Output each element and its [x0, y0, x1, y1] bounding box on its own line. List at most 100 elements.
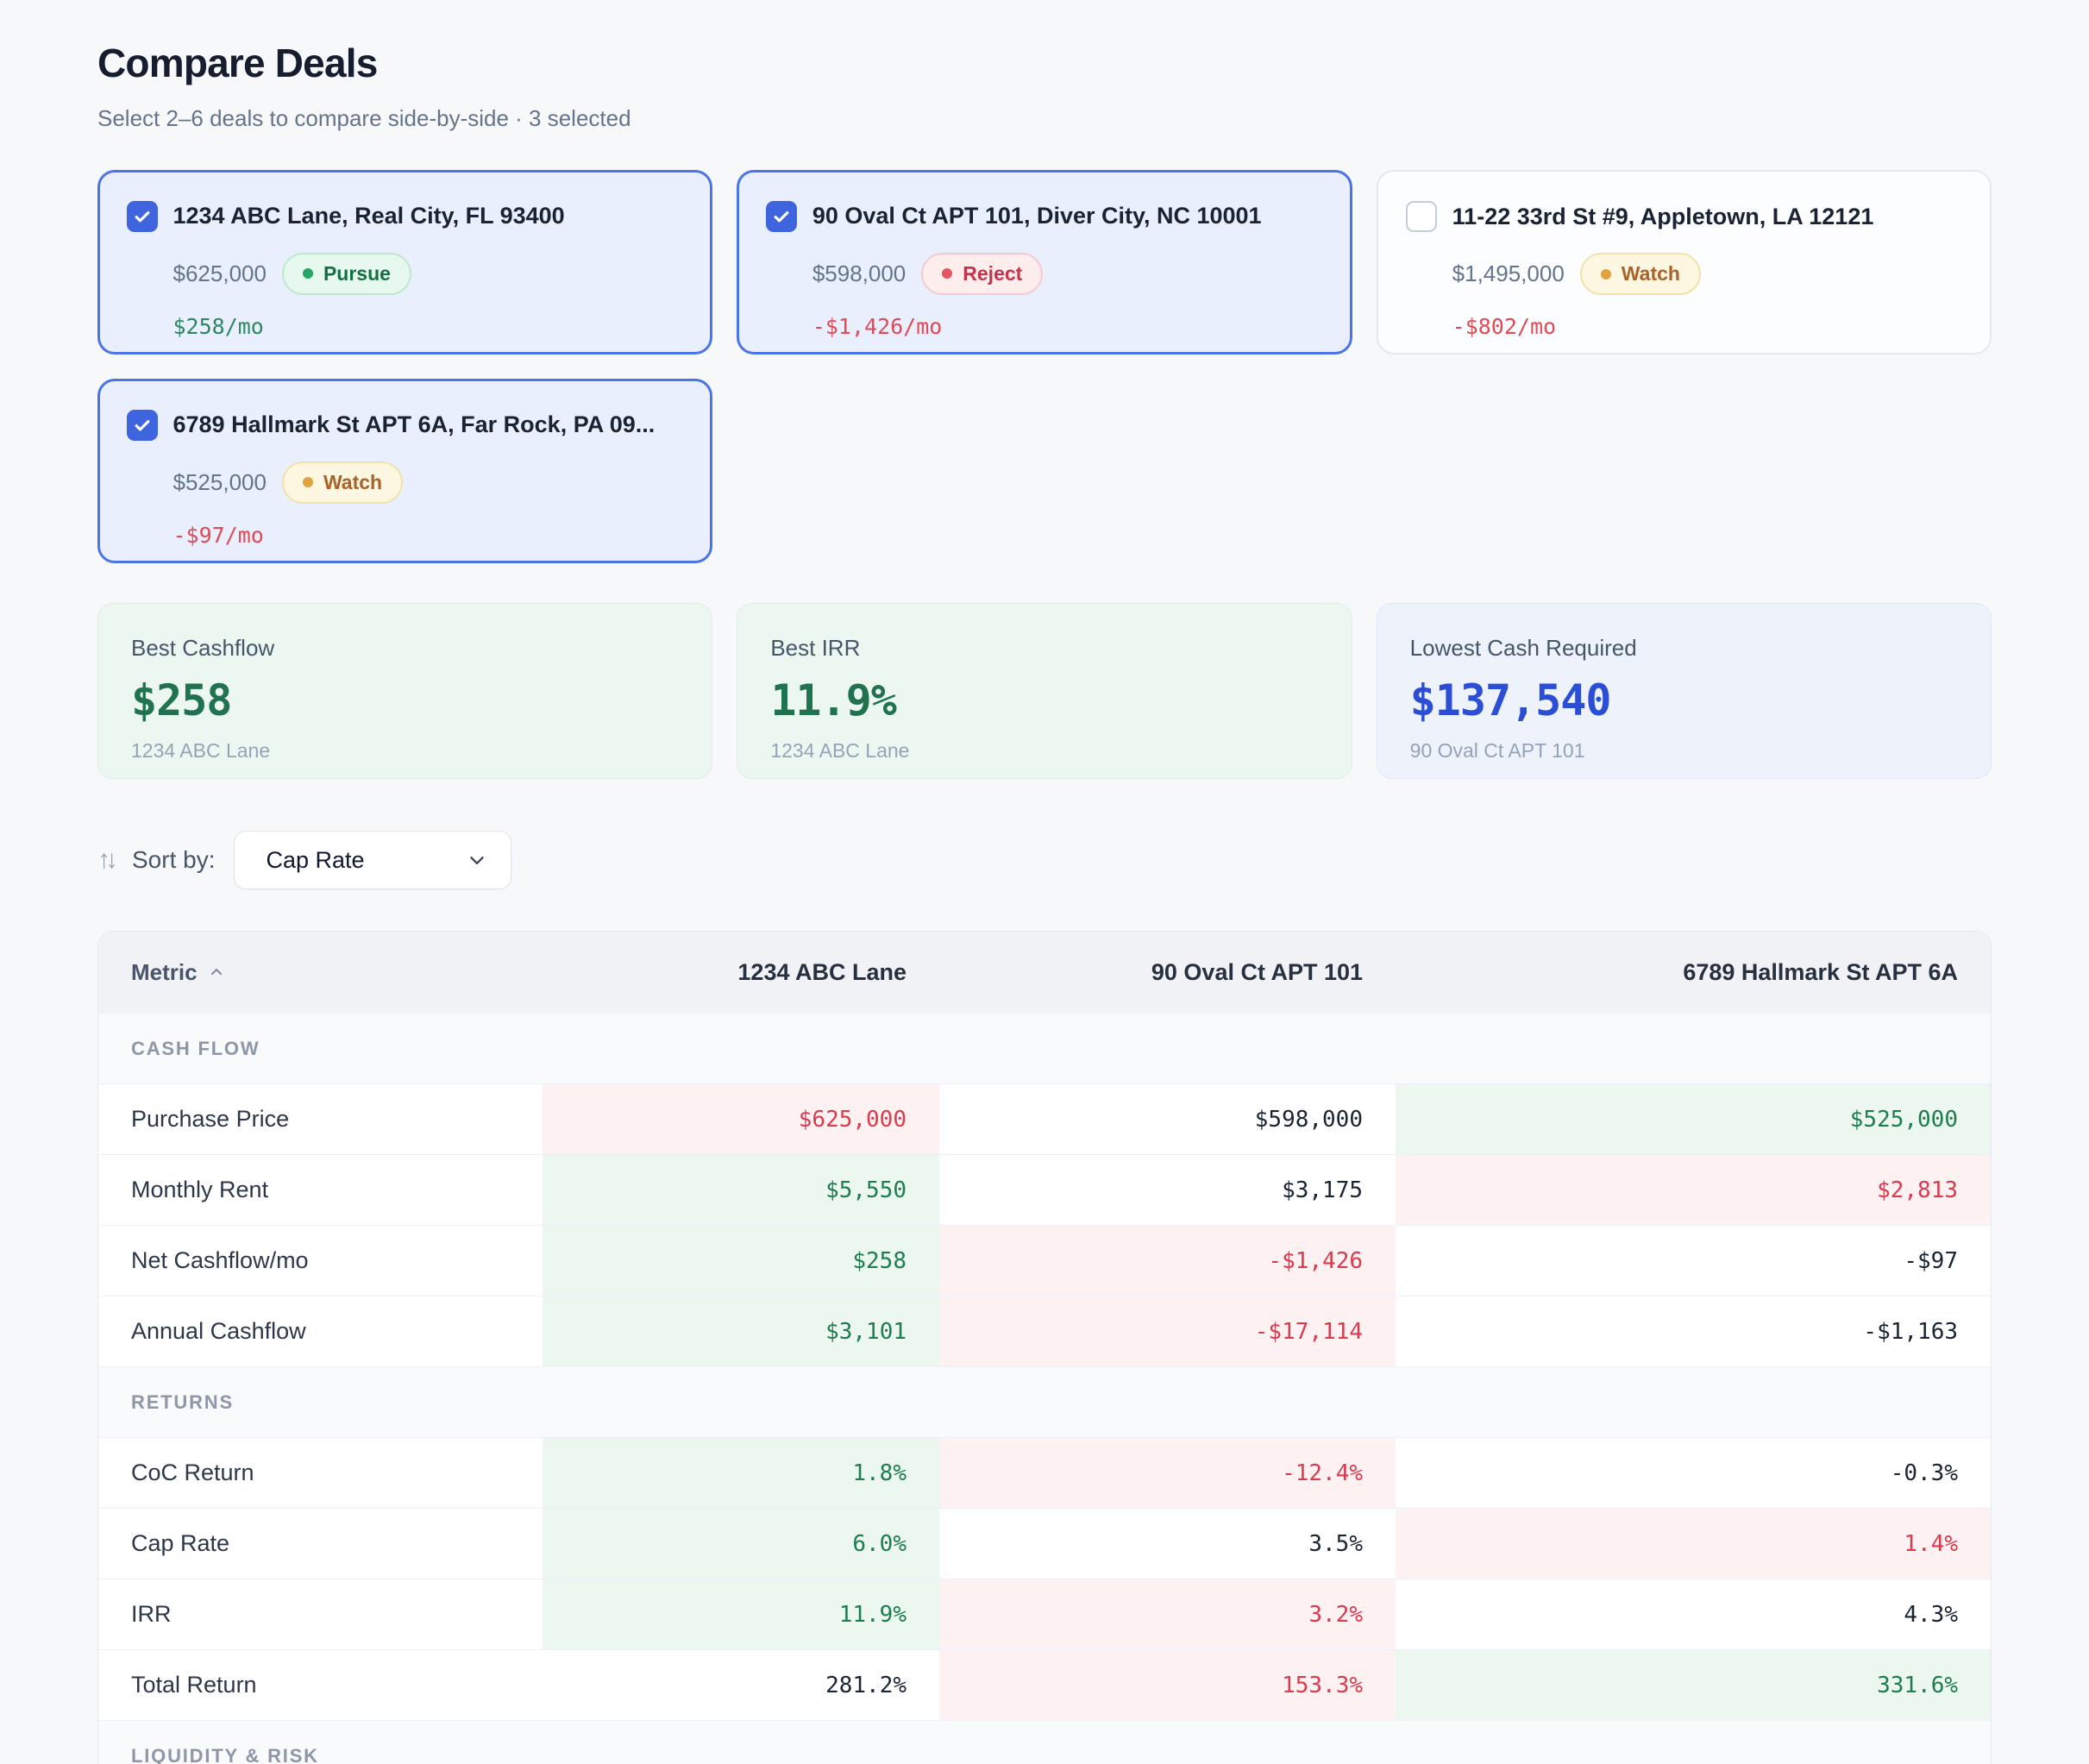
table-section-header: CASH FLOW [98, 1013, 1991, 1083]
status-dot-icon [1600, 268, 1611, 279]
deal-status-label: Reject [963, 261, 1023, 285]
sort-row: ↑↓ Sort by: Cap Rate [97, 831, 1992, 889]
metric-value-cell: -$1,163 [1863, 1318, 1958, 1345]
deal-card-mid: $1,495,000 Watch [1406, 253, 1962, 295]
summary-value: 11.9% [770, 675, 897, 725]
checked-checkbox[interactable] [765, 200, 797, 232]
summary-label: Lowest Cash Required [1409, 635, 1637, 661]
checked-checkbox[interactable] [126, 200, 158, 232]
metric-label: Monthly Rent [131, 1177, 269, 1202]
metric-label: IRR [131, 1601, 172, 1627]
deal-status-label: Watch [1621, 262, 1680, 285]
comparison-table: Metric 1234 ABC Lane 90 Oval Ct APT 101 67… [97, 931, 1992, 1764]
metric-label: CoC Return [131, 1460, 254, 1485]
table-row: IRR 11.9% 3.2% 4.3% [98, 1579, 1991, 1649]
deal-cashflow: $258/mo [173, 313, 264, 339]
metric-label: Net Cashflow/mo [131, 1247, 309, 1273]
metric-value-cell: -$1,426 [939, 1226, 1396, 1296]
deal-card[interactable]: 11-22 33rd St #9, Appletown, LA 12121 $1… [1376, 170, 1992, 355]
table-header-row: Metric 1234 ABC Lane 90 Oval Ct APT 101 67… [98, 932, 1991, 1013]
metric-value-cell: 331.6% [1396, 1650, 1991, 1720]
metric-value-cell: -$97 [1904, 1247, 1958, 1274]
summary-value: $137,540 [1409, 675, 1612, 725]
deal-cashflow: -$1,426/mo [812, 313, 943, 339]
metric-header-label: Metric [131, 958, 198, 985]
summary-card: Best IRR 11.9% 1234 ABC Lane [737, 603, 1352, 779]
deal-card-mid: $598,000 Reject [766, 252, 1323, 295]
deal-price: $525,000 [173, 468, 267, 495]
metric-value-cell: 1.4% [1396, 1509, 1991, 1579]
deal-status-badge: Watch [281, 461, 404, 504]
deal-address: 90 Oval Ct APT 101, Diver City, NC 10001 [812, 203, 1262, 229]
deal-cashflow: -$802/mo [1452, 314, 1557, 339]
deal-status-badge: Reject [921, 252, 1044, 295]
metric-value-cell: $5,550 [543, 1155, 939, 1225]
metric-value-cell: $625,000 [543, 1084, 939, 1154]
summary-grid: Best Cashflow $258 1234 ABC Lane Best IR… [97, 603, 1992, 779]
table-section-title: RETURNS [131, 1390, 234, 1413]
deal-address: 11-22 33rd St #9, Appletown, LA 12121 [1452, 203, 1874, 229]
table-row: Monthly Rent $5,550 $3,175 $2,813 [98, 1154, 1991, 1225]
metric-value-cell: 3.2% [939, 1579, 1396, 1649]
metric-value-cell: $258 [543, 1226, 939, 1296]
metric-label: Annual Cashflow [131, 1318, 306, 1344]
metric-value-cell: -$17,114 [939, 1296, 1396, 1366]
deal-card[interactable]: 90 Oval Ct APT 101, Diver City, NC 10001… [737, 170, 1352, 355]
summary-value: $258 [131, 675, 232, 725]
sort-select-value: Cap Rate [266, 846, 365, 873]
sort-select[interactable]: Cap Rate [234, 831, 512, 889]
deal-card-top: 90 Oval Ct APT 101, Diver City, NC 10001 [765, 200, 1323, 232]
summary-label: Best Cashflow [131, 635, 275, 661]
status-dot-icon [942, 268, 953, 279]
metric-label: Total Return [131, 1672, 257, 1698]
table-row: CoC Return 1.8% -12.4% -0.3% [98, 1437, 1991, 1508]
table-section-title: CASH FLOW [131, 1037, 260, 1059]
property-column-header: 6789 Hallmark St APT 6A [1683, 958, 1958, 985]
metric-column-header[interactable]: Metric [98, 932, 543, 1013]
deal-card-mid: $525,000 Watch [127, 461, 684, 504]
unchecked-checkbox[interactable] [1405, 201, 1437, 232]
metric-value-cell: 3.5% [1308, 1530, 1363, 1557]
summary-label: Best IRR [770, 635, 861, 661]
status-dot-icon [302, 477, 313, 487]
metric-label: Cap Rate [131, 1530, 230, 1556]
metric-value-cell: 11.9% [543, 1579, 939, 1649]
table-row: Total Return 281.2% 153.3% 331.6% [98, 1649, 1991, 1720]
deal-card-top: 6789 Hallmark St APT 6A, Far Rock, PA 09… [126, 409, 684, 441]
deal-status-badge: Watch [1579, 253, 1701, 295]
deal-price: $625,000 [173, 260, 267, 286]
page-title: Compare Deals [97, 41, 378, 85]
metric-label: Purchase Price [131, 1106, 290, 1132]
table-section-header: RETURNS [98, 1366, 1991, 1437]
table-row: Net Cashflow/mo $258 -$1,426 -$97 [98, 1225, 1991, 1296]
deal-price: $1,495,000 [1452, 261, 1565, 286]
summary-property: 1234 ABC Lane [770, 739, 910, 762]
metric-value-cell: $598,000 [1254, 1106, 1363, 1133]
deal-card-top: 1234 ABC Lane, Real City, FL 93400 [126, 200, 684, 232]
table-row: Purchase Price $625,000 $598,000 $525,000 [98, 1083, 1991, 1154]
deal-status-badge: Pursue [281, 252, 411, 295]
deal-card[interactable]: 6789 Hallmark St APT 6A, Far Rock, PA 09… [97, 379, 713, 563]
deal-grid: 1234 ABC Lane, Real City, FL 93400 $625,… [97, 170, 1992, 563]
deal-address: 1234 ABC Lane, Real City, FL 93400 [173, 203, 565, 229]
summary-property: 1234 ABC Lane [131, 739, 271, 762]
metric-value-cell: 153.3% [939, 1650, 1396, 1720]
metric-value-cell: -12.4% [939, 1438, 1396, 1508]
table-row: Cap Rate 6.0% 3.5% 1.4% [98, 1508, 1991, 1579]
metric-value-cell: 281.2% [825, 1672, 906, 1698]
status-dot-icon [302, 268, 313, 279]
metric-value-cell: -0.3% [1890, 1460, 1958, 1486]
table-body: CASH FLOW Purchase Price $625,000 $598,00… [98, 1013, 1991, 1764]
deal-card-mid: $625,000 Pursue [127, 252, 684, 295]
deal-card-top: 11-22 33rd St #9, Appletown, LA 12121 [1405, 201, 1962, 232]
sort-by-label: Sort by: [132, 846, 216, 873]
property-column-header: 1234 ABC Lane [737, 958, 906, 985]
table-section-title: LIQUIDITY & RISK [131, 1744, 319, 1764]
metric-value-cell: $2,813 [1396, 1155, 1991, 1225]
checked-checkbox[interactable] [126, 409, 158, 441]
deal-card[interactable]: 1234 ABC Lane, Real City, FL 93400 $625,… [97, 170, 713, 355]
sort-arrows-icon: ↑↓ [97, 845, 118, 874]
deal-status-label: Watch [323, 470, 383, 493]
page-subtitle: Select 2–6 deals to compare side-by-side… [97, 105, 631, 131]
